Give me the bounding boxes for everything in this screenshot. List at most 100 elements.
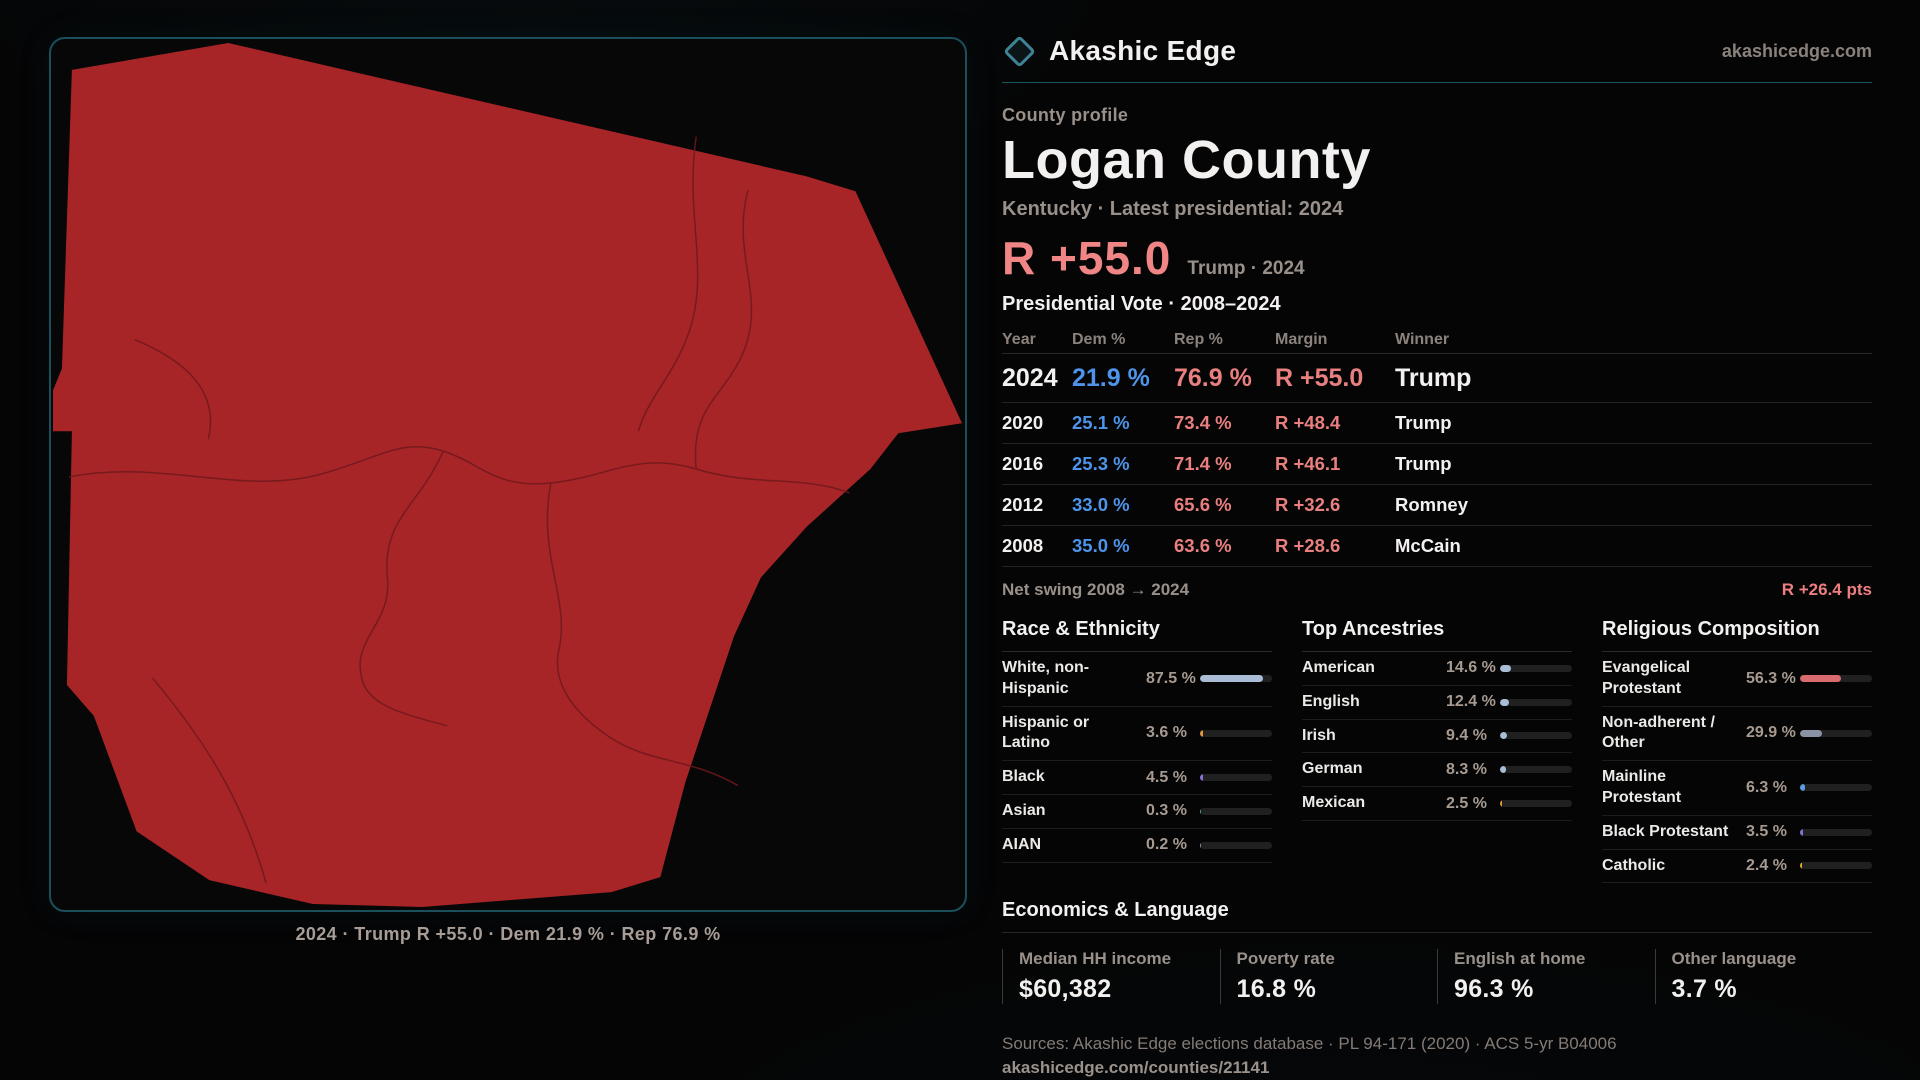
county-map <box>52 42 963 908</box>
demo-label: Catholic <box>1602 856 1666 874</box>
col-winner: Winner <box>1395 330 1450 348</box>
demo-bar <box>1500 664 1572 672</box>
cell-margin: R +28.6 <box>1275 535 1341 556</box>
demo-bar-fill <box>1200 675 1263 683</box>
demo-bar-fill <box>1500 698 1509 706</box>
cell-year: 2016 <box>1002 453 1044 474</box>
cell-dem: 21.9 % <box>1072 363 1150 392</box>
demo-value: 2.5 % <box>1446 794 1487 812</box>
cell-winner: Trump <box>1395 453 1452 474</box>
cell-dem: 25.3 % <box>1072 453 1130 474</box>
demo-row: Hispanic or Latino 3.6 % <box>1002 707 1272 762</box>
demo-bar-fill <box>1800 784 1805 792</box>
ancestries-column: Top Ancestries American 14.6 % English 1… <box>1302 618 1572 883</box>
demo-value: 56.3 % <box>1746 669 1796 687</box>
demo-value: 0.2 % <box>1146 836 1187 854</box>
net-swing-value: R +26.4 pts <box>1781 580 1872 599</box>
demo-value: 3.6 % <box>1146 724 1187 742</box>
cell-margin: R +46.1 <box>1275 453 1341 474</box>
demo-label: Mainline Protestant <box>1602 768 1682 806</box>
demo-value: 0.3 % <box>1146 802 1187 820</box>
stat-value: 96.3 % <box>1454 975 1534 1004</box>
demo-label: German <box>1302 760 1363 778</box>
cell-year: 2024 <box>1002 363 1058 392</box>
map-caption: 2024 · Trump R +55.0 · Dem 21.9 % · Rep … <box>295 924 721 944</box>
cell-winner: Trump <box>1395 412 1452 433</box>
headline-margin-row: R +55.0 Trump · 2024 <box>1002 231 1872 285</box>
religion-column: Religious Composition Evangelical Protes… <box>1602 618 1872 884</box>
cell-year: 2020 <box>1002 412 1044 433</box>
demo-value: 2.4 % <box>1746 856 1787 874</box>
demo-label: American <box>1302 659 1375 676</box>
demo-label: Mexican <box>1302 794 1366 812</box>
demo-bar-fill <box>1500 800 1502 808</box>
demo-label: Irish <box>1302 726 1336 744</box>
brand-site-link[interactable]: akashicedge.com <box>1721 40 1872 61</box>
demo-bar-fill <box>1500 766 1506 774</box>
demo-bar-fill <box>1800 729 1822 737</box>
cell-rep: 71.4 % <box>1174 453 1232 474</box>
col-dem: Dem % <box>1072 330 1126 348</box>
profile-panel: Akashic Edge akashicedge.com County prof… <box>1002 28 1872 1078</box>
cell-year: 2008 <box>1002 535 1044 556</box>
brand-header: Akashic Edge akashicedge.com <box>1002 28 1872 74</box>
cell-rep: 65.6 % <box>1174 494 1232 515</box>
stat-label: Poverty rate <box>1236 949 1335 969</box>
demo-value: 4.5 % <box>1146 768 1187 786</box>
stat-poverty-rate: Poverty rate 16.8 % <box>1219 949 1438 1005</box>
demo-bar <box>1800 784 1872 792</box>
demo-value: 12.4 % <box>1446 693 1496 711</box>
demo-bar-fill <box>1200 841 1202 849</box>
demo-row: Mexican 2.5 % <box>1302 787 1572 821</box>
cell-margin: R +55.0 <box>1275 363 1364 392</box>
demo-bar <box>1500 766 1572 774</box>
stat-label: Median HH income <box>1019 949 1172 969</box>
col-year: Year <box>1002 330 1036 348</box>
demo-row: American 14.6 % <box>1302 652 1572 686</box>
demo-value: 87.5 % <box>1146 669 1196 687</box>
demo-label: AIAN <box>1002 835 1042 853</box>
demo-bar <box>1200 675 1272 683</box>
kicker: County profile <box>1002 105 1129 125</box>
demo-value: 3.5 % <box>1746 823 1787 841</box>
net-swing-label: Net swing 2008 → 2024 <box>1002 580 1190 599</box>
footer: Sources: Akashic Edge elections database… <box>1002 1034 1872 1078</box>
county-shape[interactable] <box>52 42 963 908</box>
demo-row: German 8.3 % <box>1302 753 1572 788</box>
demo-row: Black 4.5 % <box>1002 761 1272 795</box>
sources-line: Sources: Akashic Edge elections database… <box>1002 1034 1617 1054</box>
demo-row: Evangelical Protestant 56.3 % <box>1602 652 1872 707</box>
subtitle: Kentucky · Latest presidential: 2024 <box>1002 198 1344 220</box>
demo-label: Non-adherent / Other <box>1602 713 1715 752</box>
stat-value: 16.8 % <box>1236 975 1317 1004</box>
col-margin: Margin <box>1275 330 1328 348</box>
stat-english-at-home: English at home 96.3 % <box>1437 949 1655 1005</box>
economics-divider <box>1002 932 1872 934</box>
demo-bar <box>1500 732 1572 740</box>
cell-rep: 73.4 % <box>1174 412 1232 433</box>
demo-value: 29.9 % <box>1746 724 1796 742</box>
demo-bar-fill <box>1800 862 1802 870</box>
demo-bar <box>1800 862 1872 870</box>
demo-value: 8.3 % <box>1446 760 1487 778</box>
demo-label: Black <box>1002 768 1045 786</box>
col-rep: Rep % <box>1174 330 1223 348</box>
demo-bar-fill <box>1800 675 1841 683</box>
demo-label: Asian <box>1002 801 1046 819</box>
demo-value: 14.6 % <box>1446 659 1496 677</box>
cell-winner: McCain <box>1395 535 1461 556</box>
permalink-url[interactable]: akashicedge.com/counties/21141 <box>1002 1058 1270 1078</box>
demo-bar <box>1200 841 1272 849</box>
race-ethnicity-column: Race & Ethnicity White, non- Hispanic 87… <box>1002 618 1272 883</box>
cell-winner: Trump <box>1395 363 1472 392</box>
stat-label: Other language <box>1671 949 1797 969</box>
demo-row: Black Protestant 3.5 % <box>1602 816 1872 850</box>
net-swing-row: Net swing 2008 → 2024 R +26.4 pts <box>1002 580 1872 600</box>
demo-bar <box>1800 729 1872 737</box>
demo-bar-fill <box>1800 828 1803 836</box>
section-title: Top Ancestries <box>1302 618 1572 652</box>
demo-label: Evangelical Protestant <box>1602 659 1691 697</box>
cell-dem: 25.1 % <box>1072 412 1130 433</box>
cell-margin: R +48.4 <box>1275 412 1341 433</box>
